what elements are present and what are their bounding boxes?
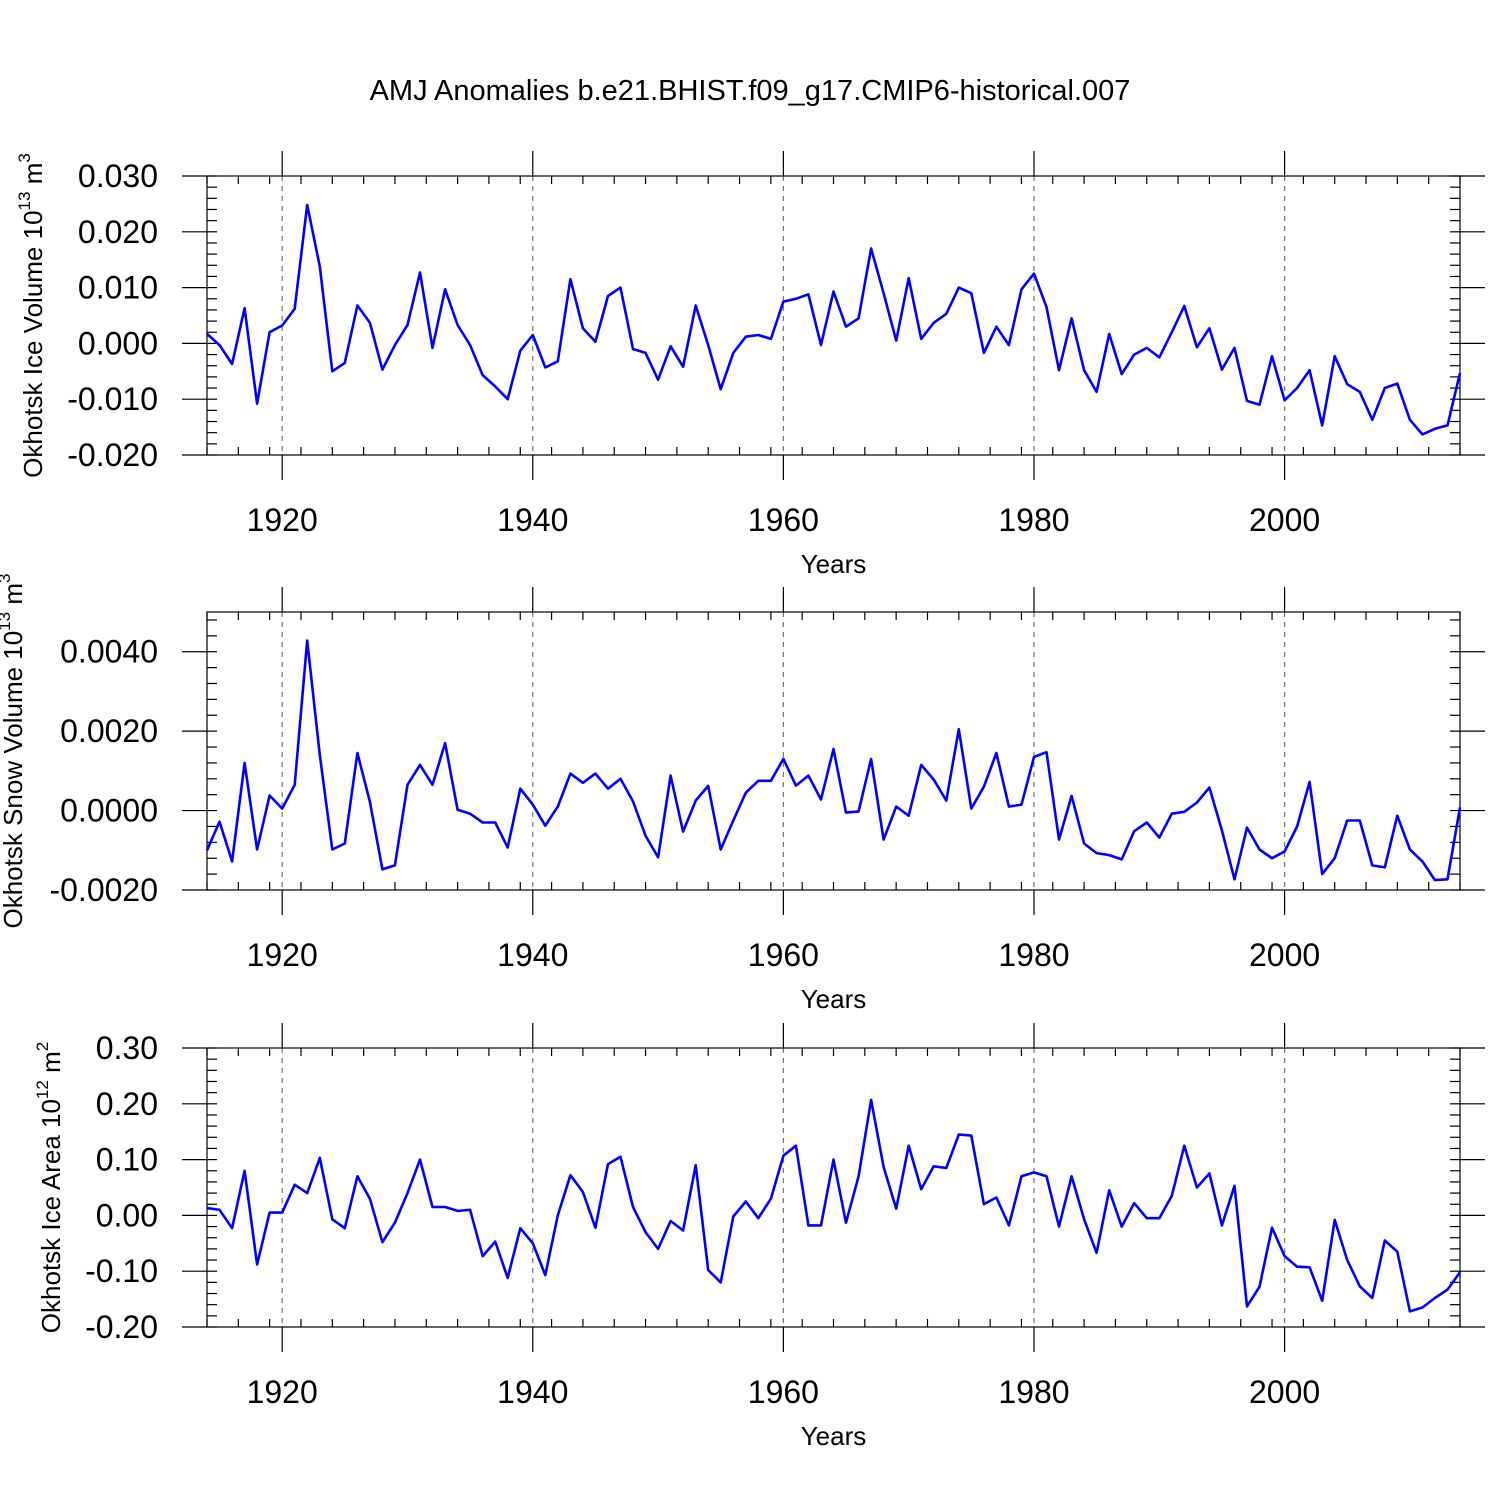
y-axis-label: Okhotsk Ice Area 1012 m2 [33,1042,66,1333]
x-tick-label: 1960 [748,937,819,973]
y-tick-label: 0.00 [96,1197,158,1233]
y-tick-label: 0.020 [78,214,158,250]
x-tick-label: 1960 [748,502,819,538]
y-tick-label: -0.0020 [49,872,158,908]
y-axis-label: Okhotsk Ice Volume 1013 m3 [15,153,48,478]
y-tick-label: -0.10 [85,1253,158,1289]
y-tick-label: 0.0020 [60,713,158,749]
x-tick-label: 1980 [998,502,1069,538]
x-tick-label: 2000 [1249,502,1320,538]
y-tick-label: -0.020 [67,437,158,473]
y-tick-label: 0.000 [78,325,158,361]
y-tick-label: 0.30 [96,1030,158,1066]
x-tick-label: 2000 [1249,1374,1320,1410]
ice-area-panel: 1920 1940 1960 1980 2000 -0.20 -0.10 0.00 0.10 0.… [33,1023,1485,1451]
ice-volume-panel: 1920 1940 1960 1980 2000 -0.020 -0.010 0.000 0.0… [15,151,1485,579]
series-line [206,203,1462,436]
x-tick-label: 1960 [748,1374,819,1410]
x-tick-label: 2000 [1249,937,1320,973]
y-tick-label: 0.010 [78,270,158,306]
x-tick-label: 1940 [497,937,568,973]
plot-frame [206,1047,1461,1328]
x-tick-label: 1980 [998,1374,1069,1410]
x-axis-label: Years [801,549,867,579]
y-tick-label: -0.20 [85,1309,158,1345]
y-tick-label: 0.030 [78,158,158,194]
series-line [206,1098,1462,1313]
x-tick-label: 1940 [497,1374,568,1410]
x-tick-label: 1980 [998,937,1069,973]
x-axis-label: Years [801,1421,867,1451]
y-tick-label: -0.010 [67,381,158,417]
y-tick-label: 0.0040 [60,634,158,670]
y-tick-label: 0.10 [96,1142,158,1178]
snow-volume-panel: 1920 1940 1960 1980 2000 -0.0020 0.0000 0.0020 0… [0,574,1485,1014]
x-tick-label: 1920 [247,502,318,538]
x-tick-label: 1920 [247,1374,318,1410]
plot-frame [206,175,1461,456]
plot-frame [206,611,1461,891]
x-tick-label: 1920 [247,937,318,973]
y-tick-label: 0.0000 [60,793,158,829]
y-tick-label: 0.20 [96,1086,158,1122]
series-line [205,639,1462,882]
x-axis-label: Years [801,984,867,1014]
figure-title: AMJ Anomalies b.e21.BHIST.f09_g17.CMIP6-… [370,75,1131,107]
y-axis-label: Okhotsk Snow Volume 1013 m3 [0,574,28,929]
x-tick-label: 1940 [497,502,568,538]
